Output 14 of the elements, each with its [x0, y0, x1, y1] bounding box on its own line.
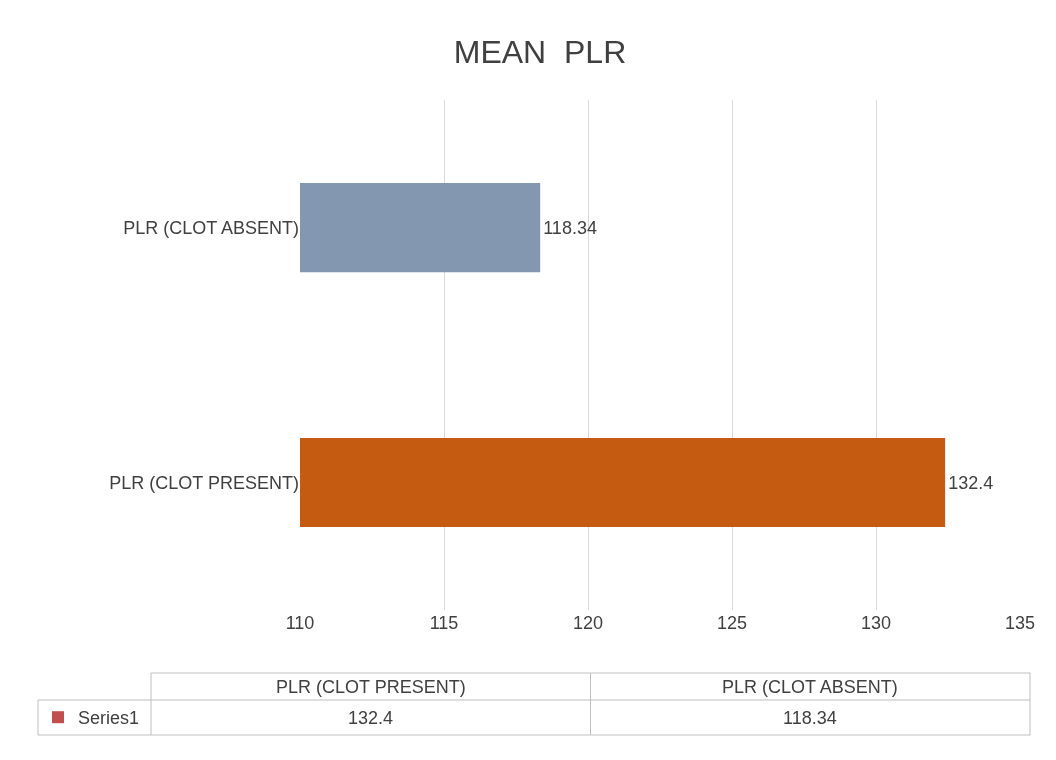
x-tick-label: 115 [429, 613, 459, 633]
text: 132.4 [348, 708, 394, 728]
x-tick-label: 110 [285, 613, 315, 633]
chart-title: MEAN PLR [453, 34, 627, 71]
data-label: 118.34 [543, 217, 597, 238]
text: 118.34 [783, 708, 837, 728]
category-label: PLR (CLOT ABSENT) [722, 677, 898, 697]
legend-entry: Series1 [52, 708, 140, 729]
x-tick-label: 130 [860, 613, 892, 633]
data-label: 132.4 [948, 472, 994, 493]
category-label: PLR (CLOT PRESENT) [276, 677, 466, 697]
x-tick-label: 135 [1004, 613, 1036, 633]
x-tick-label: 120 [572, 613, 604, 633]
x-tick-label: 125 [716, 613, 748, 633]
